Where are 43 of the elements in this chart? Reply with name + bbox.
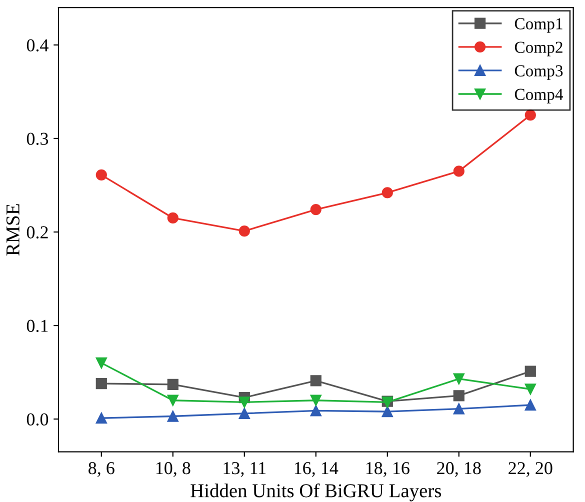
- legend-label: Comp1: [514, 18, 562, 33]
- point: [167, 410, 178, 422]
- y-axis-title: RMSE: [6, 204, 20, 256]
- x-tick-label: 22, 20: [508, 462, 552, 477]
- point: [310, 405, 322, 416]
- point: [524, 384, 536, 395]
- point: [453, 373, 464, 384]
- legend-label: Comp2: [514, 42, 562, 56]
- y-tick-label: 0.0: [26, 413, 48, 426]
- point: [238, 226, 250, 237]
- x-tick-label: 10, 8: [156, 462, 190, 477]
- x-tick-label: 20, 18: [437, 462, 481, 477]
- point: [167, 378, 178, 390]
- point: [310, 204, 322, 216]
- point: [453, 390, 464, 402]
- x-tick-label: 16, 14: [294, 462, 338, 477]
- point: [524, 110, 536, 121]
- point: [382, 187, 393, 198]
- x-axis-title: Hidden Units Of BiGRU Layers: [190, 483, 442, 502]
- y-tick-label: 0.4: [26, 39, 48, 52]
- x-tick-label: 18, 16: [366, 462, 410, 477]
- x-tick-label: 8, 6: [88, 462, 114, 477]
- point: [310, 394, 322, 406]
- point: [453, 403, 464, 414]
- point: [96, 169, 107, 181]
- point: [238, 396, 250, 408]
- point: [238, 408, 250, 420]
- point: [96, 412, 107, 424]
- point: [524, 399, 536, 411]
- x-tick-label: 13, 11: [224, 462, 266, 477]
- point: [96, 378, 107, 390]
- y-tick-label: 0.3: [26, 132, 48, 145]
- legend-label: Comp3: [514, 65, 563, 80]
- point: [310, 375, 322, 386]
- legend-label: Comp4: [514, 88, 564, 104]
- point: [167, 212, 178, 224]
- y-tick-label: 0.1: [26, 320, 48, 332]
- point: [382, 406, 393, 418]
- point: [96, 357, 107, 368]
- point: [167, 394, 178, 406]
- point: [453, 166, 464, 177]
- y-tick-label: 0.2: [26, 226, 48, 239]
- point: [524, 366, 536, 377]
